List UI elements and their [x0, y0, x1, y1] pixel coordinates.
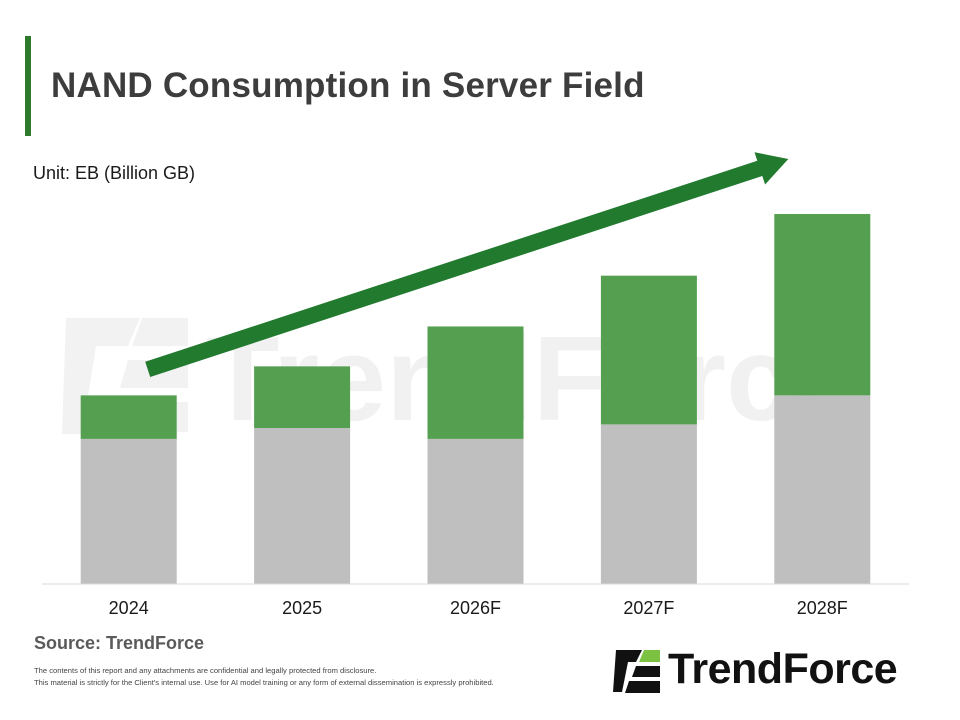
x-tick-label: 2024 [109, 598, 149, 618]
trendforce-logo-icon [613, 650, 660, 693]
bar-segment-green-2028f [774, 214, 871, 396]
bar-segment-gray-2024 [80, 438, 177, 584]
bar-segment-green-2025 [254, 366, 351, 429]
bar-segment-gray-2027f [600, 424, 697, 584]
bar-segment-gray-2025 [254, 428, 351, 584]
page-title: NAND Consumption in Server Field [51, 66, 645, 105]
title-accent-bar [25, 36, 31, 136]
chart: TrendForce 2024 2025 2026F 2027F 2028F [42, 152, 909, 618]
bar-segment-gray-2026f [427, 438, 524, 584]
brand-name: TrendForce [668, 645, 898, 693]
x-tick-label: 2025 [282, 598, 322, 618]
x-tick-labels: 2024 2025 2026F 2027F 2028F [109, 598, 848, 618]
source-label: Source: TrendForce [34, 633, 205, 653]
bars [80, 214, 871, 584]
x-tick-label: 2027F [623, 598, 674, 618]
bar-segment-green-2026f [427, 326, 524, 439]
bar-segment-green-2027f [600, 275, 697, 425]
unit-label: Unit: EB (Billion GB) [33, 163, 196, 183]
trend-arrow [145, 152, 789, 377]
bar-segment-green-2024 [80, 395, 177, 439]
bar-segment-gray-2028f [774, 395, 871, 584]
x-tick-label: 2026F [450, 598, 501, 618]
brand-logo: TrendForce [612, 645, 930, 696]
disclaimer-line-2: This material is strictly for the Client… [34, 678, 494, 687]
disclaimer-line-1: The contents of this report and any atta… [34, 666, 377, 675]
trend-arrow-shape [145, 152, 789, 377]
x-tick-label: 2028F [797, 598, 848, 618]
